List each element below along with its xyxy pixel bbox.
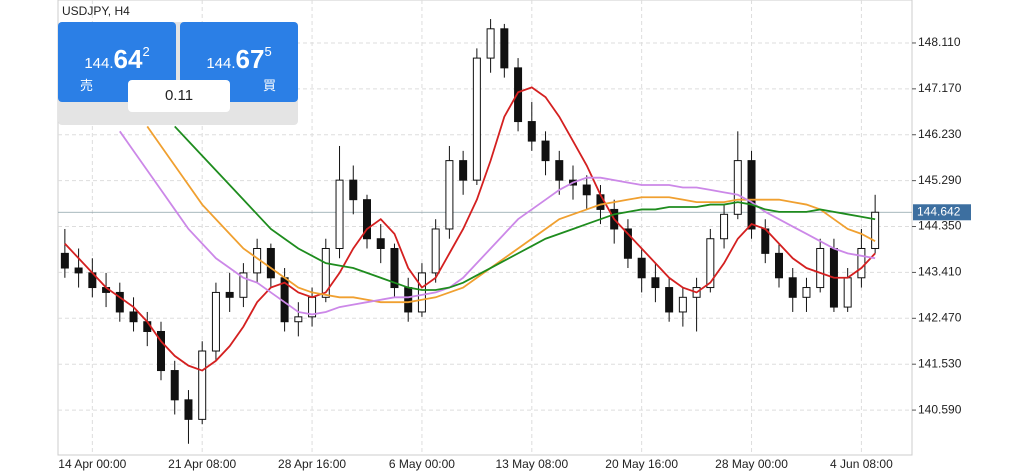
candle-body (60, 252, 69, 269)
candle-body (582, 184, 591, 196)
candle-body (816, 247, 825, 289)
price-big: 67 (235, 44, 265, 74)
sell-price: 144.642 (58, 44, 176, 75)
candle-body (404, 287, 413, 313)
candle-body (775, 252, 783, 279)
candle-body (857, 247, 866, 279)
y-tick-label: 146.230 (918, 127, 962, 141)
candle-body (706, 238, 715, 289)
chart-title: USDJPY, H4 (62, 4, 130, 18)
y-tick-label: 148.110 (918, 35, 961, 49)
y-tick-label: 144.350 (918, 219, 962, 233)
candle-body (445, 160, 454, 230)
buy-price: 144.675 (180, 44, 298, 75)
price-prefix: 144. (206, 55, 236, 72)
candle-body (623, 228, 632, 259)
candle-body (335, 179, 344, 249)
price-sup: 5 (264, 44, 272, 59)
candle-body (527, 121, 536, 142)
candle-body (431, 228, 440, 274)
x-tick-label: 14 Apr 00:00 (58, 457, 126, 471)
x-tick-label: 4 Jun 08:00 (830, 457, 893, 471)
moving-average-line (64, 86, 876, 372)
candle-body (349, 179, 358, 201)
y-tick-label: 142.470 (918, 310, 962, 324)
price-sup: 2 (142, 44, 150, 59)
quote-panel: 144.642 売 144.675 買 0.11 (58, 22, 298, 125)
candle-body (129, 311, 138, 323)
x-tick-label: 21 Apr 08:00 (168, 457, 236, 471)
y-tick-label: 145.290 (918, 173, 962, 187)
candle-body (637, 257, 646, 279)
x-tick-label: 20 May 16:00 (605, 457, 678, 471)
sell-button[interactable]: 144.642 売 (58, 22, 176, 102)
candle-body (417, 272, 426, 313)
moving-average-line (146, 125, 876, 304)
candle-body (157, 330, 165, 372)
candle-body (678, 296, 687, 313)
y-tick-label: 140.590 (918, 402, 962, 416)
spread: 0.11 (128, 80, 230, 112)
candle-body (390, 247, 399, 289)
candle-body (321, 247, 330, 298)
candle-body (459, 160, 468, 181)
price-prefix: 144. (84, 55, 114, 72)
candle-body (541, 140, 550, 162)
last-price-label: 144.642 (917, 204, 961, 218)
price-big: 64 (113, 44, 143, 74)
candle-body (651, 277, 660, 289)
candle-body (266, 247, 275, 279)
x-tick-label: 13 May 08:00 (495, 457, 568, 471)
candle-body (74, 267, 83, 274)
x-tick-label: 6 May 00:00 (389, 457, 455, 471)
candle-body (294, 316, 303, 323)
candle-body (788, 277, 797, 298)
candle-body (198, 350, 207, 420)
candle-body (376, 238, 385, 249)
candle-body (555, 160, 564, 181)
candle-body (225, 291, 234, 298)
candle-body (500, 28, 509, 69)
candle-body (363, 199, 371, 240)
candle-body (596, 194, 605, 210)
sell-label: 売 (80, 78, 94, 93)
candle-body (184, 399, 193, 420)
last-price-box (913, 204, 971, 221)
candle-body (720, 213, 729, 240)
candle-body (747, 160, 756, 230)
candle-body (843, 277, 852, 308)
buy-label: 買 (262, 78, 276, 93)
candle-body (871, 211, 880, 249)
candle-body (239, 272, 248, 298)
candle-body (211, 291, 220, 352)
y-tick-label: 147.170 (918, 81, 962, 95)
candle-body (802, 287, 811, 298)
candle-body (665, 287, 674, 313)
x-tick-label: 28 May 00:00 (715, 457, 788, 471)
moving-average-line (119, 130, 876, 316)
candle-body (486, 28, 495, 59)
candle-body (115, 291, 124, 313)
candle-body (514, 67, 523, 123)
candle-body (170, 370, 179, 401)
y-tick-label: 141.530 (918, 356, 962, 370)
x-tick-label: 28 Apr 16:00 (278, 457, 346, 471)
y-tick-label: 143.410 (918, 265, 962, 279)
moving-average-line (174, 125, 876, 291)
candle-body (472, 57, 481, 181)
candle-body (733, 160, 742, 215)
